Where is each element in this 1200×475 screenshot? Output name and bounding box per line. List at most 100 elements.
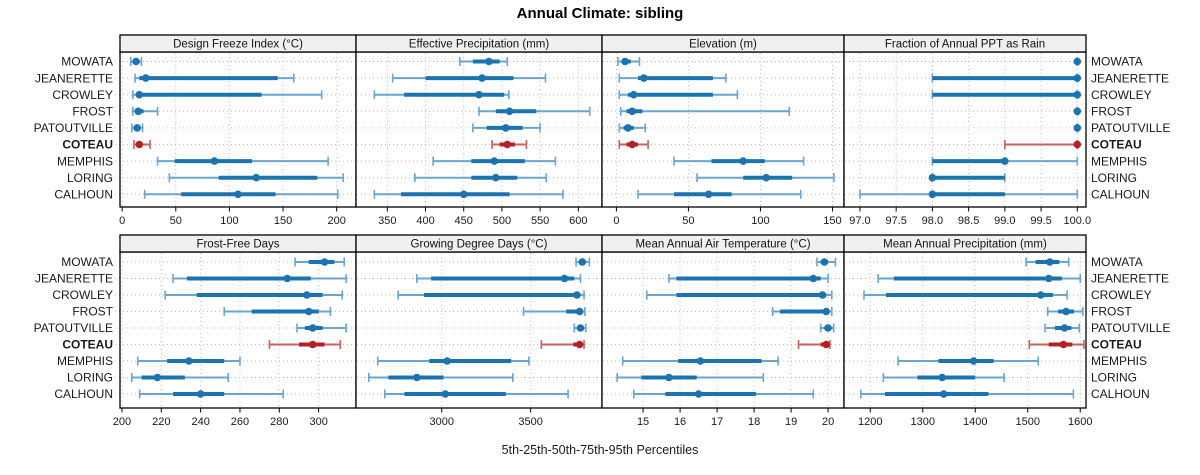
median-dot [133,124,141,132]
location-label-right-mowata: MOWATA [1091,255,1143,269]
median-dot [1073,107,1082,116]
location-label-left-patoutville: PATOUTVILLE [34,121,113,135]
axis-tick-label: 15 [637,416,649,428]
median-dot [1062,307,1070,316]
axis-tick-label: 300 [309,416,327,428]
location-label-right-frost: FROST [1091,105,1132,119]
axis-tick-label: 1300 [910,416,934,428]
percentile-row-coteau [491,140,528,149]
location-label-left-coteau: COTEAU [62,138,113,152]
location-label-right-coteau: COTEAU [1091,138,1142,152]
percentile-row-patoutville [472,123,541,133]
percentile-row-patoutville [573,323,587,333]
axis-tick-label: 98.0 [922,215,943,227]
median-dot [696,357,705,365]
location-label-right-memphis: MEMPHIS [1091,354,1147,368]
median-dot [320,258,329,266]
strip-title: Fraction of Annual PPT as Rain [885,39,1045,51]
percentile-row-crowley [373,90,510,100]
location-label-left-calhoun: CALHOUN [54,387,113,401]
median-dot [459,190,468,199]
percentile-row-calhoun [138,389,285,399]
percentile-row-jeanerette [668,274,829,283]
axis-tick-label: 280 [270,416,288,428]
median-dot [196,390,205,398]
location-label-left-frost: FROST [72,305,113,319]
percentile-row-calhoun [859,189,1079,199]
percentile-row-jeanerette [877,274,1082,283]
figure-title: Annual Climate: sibling [516,5,684,22]
percentile-row-coteau [1004,140,1082,149]
median-dot [704,190,713,199]
strip-title: Elevation (m) [689,39,757,51]
percentile-row-jeanerette [391,73,547,83]
percentile-row-loring [168,173,344,183]
median-dot [135,90,144,99]
percentile-row-mowata [617,57,641,66]
panel-growing-degree-days-c: Growing Degree Days (°C) 3000 3500 [355,234,603,428]
percentile-row-memphis [931,156,1079,166]
median-dot [441,390,450,398]
axis-tick-label: 500 [493,215,511,227]
axis-tick-label: 99.0 [994,215,1015,227]
location-label-left-mowata: MOWATA [61,255,113,269]
location-label-right-jeanerette: JEANERETTE [1091,71,1169,85]
median-dot [665,373,673,382]
axis-tick-label: 3000 [429,416,453,428]
percentile-row-mowata [129,57,143,66]
axis-tick-label: 240 [191,416,209,428]
panel-frost-free-days: Frost-Free Days 200 220 240 260 280 300 [113,234,357,428]
percentile-row-patoutville [1073,123,1082,133]
axis-tick-label: 97.5 [885,215,906,227]
percentile-row-frost [1073,106,1082,116]
median-dot [443,357,451,365]
percentile-row-loring [928,173,1006,183]
axis-tick-label: 20 [822,416,834,428]
median-dot [1073,90,1082,99]
location-label-right-loring: LORING [1091,371,1137,385]
median-dot [628,107,637,116]
location-label-left-calhoun: CALHOUN [54,188,113,202]
median-dot [822,340,831,349]
percentile-row-crowley [618,90,739,100]
location-label-right-crowley: CROWLEY [1091,288,1152,302]
location-label-right-jeanerette: JEANERETTE [1091,272,1169,286]
median-dot [560,274,569,283]
percentile-row-jeanerette [172,274,347,283]
axis-tick-label: 3500 [518,416,542,428]
location-label-right-calhoun: CALHOUN [1091,387,1150,401]
percentile-row-memphis [156,156,329,166]
median-dot [283,274,291,283]
median-dot [762,173,771,182]
location-label-right-calhoun: CALHOUN [1091,188,1150,202]
percentile-row-mowata [294,257,346,267]
median-dot [809,274,818,283]
percentile-row-calhoun [373,189,564,199]
axis-tick-label: 1500 [1015,416,1039,428]
percentile-row-patoutville [618,123,647,133]
panel-bg [602,52,844,207]
median-dot [492,173,500,182]
location-label-right-crowley: CROWLEY [1091,88,1152,102]
median-dot [153,373,162,382]
location-label-left-loring: LORING [67,371,113,385]
median-dot [141,74,150,82]
axis-tick-label: 50 [682,215,694,227]
percentile-row-crowley [645,290,833,300]
percentile-row-memphis [376,356,530,366]
median-dot [1073,124,1082,132]
percentile-row-frost [223,307,332,316]
axis-tick-label: 100 [220,215,238,227]
percentile-row-patoutville [296,323,347,333]
axis-tick-label: 16 [674,416,686,428]
location-label-right-patoutville: PATOUTVILLE [1091,321,1170,335]
median-dot [134,107,143,116]
axis-tick-label: 0 [119,215,125,227]
axis-tick-label: 400 [416,215,434,227]
percentile-row-mowata [816,257,837,267]
axis-tick-label: 200 [328,215,346,227]
panel-bg [844,52,1086,207]
median-dot [576,324,585,332]
axis-tick-label: 97.0 [849,215,870,227]
